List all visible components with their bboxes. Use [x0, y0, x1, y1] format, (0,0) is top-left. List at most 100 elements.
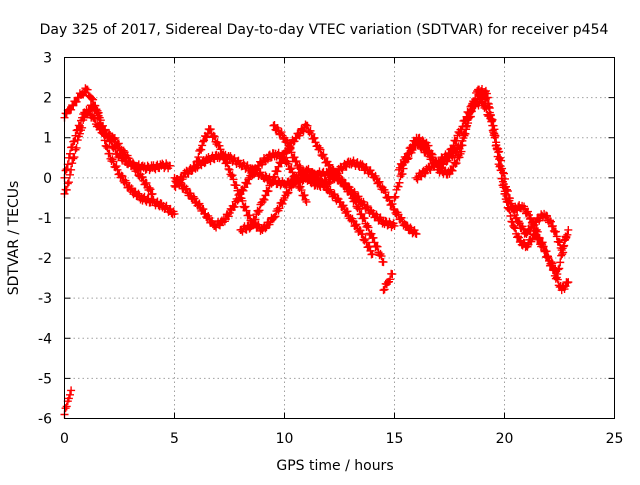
y-tick-label: -5 [38, 371, 52, 387]
data-point [448, 166, 457, 175]
data-point [68, 143, 77, 152]
data-point [526, 226, 535, 235]
y-tick-label: -2 [38, 251, 52, 267]
data-point [132, 165, 141, 174]
data-point [458, 122, 467, 131]
data-point [361, 235, 370, 244]
data-point [364, 223, 373, 232]
data-point [219, 150, 228, 159]
data-point [228, 201, 237, 210]
data-point [379, 286, 388, 295]
data-point [552, 232, 561, 241]
data-point [195, 146, 204, 155]
data-point [381, 188, 390, 197]
x-tick-label: 15 [386, 431, 404, 447]
data-point [92, 105, 101, 114]
data-point [500, 169, 509, 178]
data-point [402, 153, 411, 162]
data-point [548, 259, 557, 268]
data-point [548, 221, 557, 230]
data-point [367, 229, 376, 238]
data-point [492, 138, 501, 147]
series-trace-l [394, 84, 571, 279]
data-point [483, 93, 492, 102]
data-point [551, 274, 560, 283]
data-point [228, 171, 237, 180]
data-point [360, 214, 369, 223]
data-point [138, 172, 147, 181]
data-point [62, 402, 71, 411]
data-point [380, 285, 389, 294]
data-point [401, 154, 410, 163]
data-point [310, 133, 319, 142]
data-point [555, 264, 564, 273]
data-point [458, 141, 467, 150]
data-point [538, 238, 547, 247]
data-point [232, 181, 241, 190]
data-point [261, 224, 270, 233]
data-point [563, 230, 572, 239]
data-point [396, 172, 405, 181]
y-tick-label: -4 [38, 331, 52, 347]
data-point [490, 129, 499, 138]
data-point [105, 129, 114, 138]
data-point [278, 199, 287, 208]
data-point [388, 270, 397, 279]
y-tick-labels: -6 -5 -4 -3 -2 -1 0 1 2 3 [38, 51, 52, 428]
data-point [243, 179, 252, 188]
series-trace-b [60, 101, 179, 219]
data-point [248, 220, 257, 229]
data-point [215, 141, 224, 150]
data-point [377, 252, 386, 261]
data-point [72, 97, 81, 106]
data-point [251, 215, 260, 224]
data-point [66, 170, 74, 179]
series-trace-j [379, 269, 397, 295]
data-point [533, 227, 542, 236]
data-point [277, 158, 286, 167]
data-point [543, 211, 552, 220]
data-point [488, 121, 497, 130]
data-point [497, 156, 506, 165]
data-point [363, 221, 372, 230]
data-point [63, 160, 72, 169]
data-point [384, 192, 393, 201]
data-point [390, 193, 399, 202]
data-point [480, 103, 489, 112]
data-point [245, 211, 254, 220]
data-point [502, 185, 511, 194]
data-point [198, 141, 207, 150]
data-point [352, 220, 361, 229]
data-point [498, 164, 507, 173]
series-trace-m [412, 95, 573, 255]
data-point [71, 131, 80, 140]
data-point [142, 178, 151, 187]
data-point [449, 141, 458, 150]
data-point [222, 158, 231, 167]
y-tick-label: -3 [38, 291, 52, 307]
data-point [350, 195, 359, 204]
y-tick-label: 1 [43, 131, 52, 147]
data-point [148, 189, 157, 198]
data-point [547, 258, 556, 267]
data-point [195, 199, 204, 208]
data-point [500, 174, 509, 183]
data-point [455, 153, 464, 162]
data-point [330, 190, 339, 199]
data-point [197, 145, 206, 154]
data-point [510, 223, 519, 232]
data-point [398, 160, 407, 169]
data-point [461, 117, 470, 126]
data-point [457, 147, 466, 156]
data-point [509, 205, 518, 214]
data-point [338, 176, 347, 185]
data-point [300, 191, 309, 200]
data-point [517, 224, 526, 233]
data-point [354, 192, 363, 201]
series-trace-i [269, 120, 421, 238]
data-point [288, 180, 297, 189]
data-point [69, 154, 78, 163]
data-point [325, 179, 334, 188]
data-point [343, 207, 352, 216]
data-point [224, 164, 233, 173]
